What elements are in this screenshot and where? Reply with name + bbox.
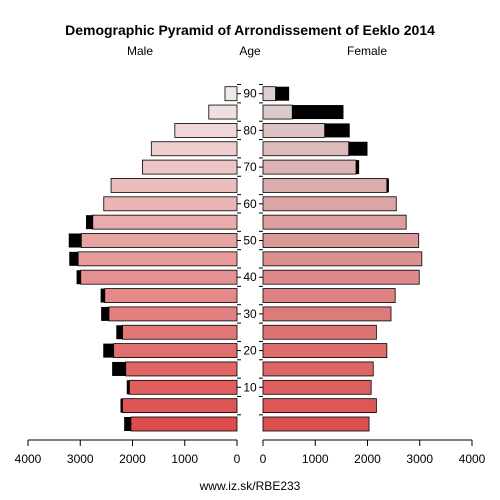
male-excess-55-59: [85, 215, 93, 230]
female-label: Female: [347, 44, 387, 58]
male-bar-15-19: [125, 361, 238, 377]
female-bar-50-54: [262, 233, 420, 248]
age-tick-30: 30: [243, 307, 257, 321]
age-tick-60: 60: [243, 197, 257, 211]
female-bar-10-14: [262, 379, 372, 395]
female-bar-30-34: [262, 306, 392, 322]
male-excess-20-24: [103, 343, 114, 358]
female-bar-20-24: [262, 343, 388, 359]
female-x-tick-label-4000: 4000: [459, 452, 486, 466]
male-bar-90+: [224, 86, 238, 102]
male-bar-45-49: [77, 251, 238, 267]
male-x-tick-label-0: 0: [234, 452, 241, 466]
male-x-tick-label-1000: 1000: [171, 452, 198, 466]
female-bar-0-4: [262, 416, 370, 432]
male-bar-55-59: [92, 214, 238, 230]
female-x-tick-label-0: 0: [260, 452, 267, 466]
male-x-tick-label-2000: 2000: [119, 452, 146, 466]
male-bar-10-14: [128, 379, 238, 395]
male-bar-40-44: [80, 269, 238, 285]
female-bar-85-89: [262, 104, 293, 120]
female-excess-85-89: [292, 105, 344, 120]
age-tick-90: 90: [243, 87, 257, 101]
female-bar-40-44: [262, 269, 420, 285]
footer-url: www.iz.sk/RBE233: [199, 479, 301, 493]
male-bar-0-4: [130, 416, 238, 432]
female-bar-15-19: [262, 361, 374, 377]
age-label: Age: [239, 44, 261, 58]
male-excess-0-4: [124, 417, 131, 431]
male-bar-70-74: [142, 159, 238, 175]
female-excess-80-84: [324, 123, 350, 138]
female-x-tick-label-1000: 1000: [302, 452, 329, 466]
chart-title: Demographic Pyramid of Arrondissement of…: [65, 22, 435, 38]
female-bar-25-29: [262, 324, 377, 340]
male-excess-15-19: [112, 361, 126, 376]
female-bar-65-69: [262, 178, 388, 193]
male-bar-20-24: [113, 343, 238, 359]
female-bar-75-79: [262, 141, 350, 157]
male-x-tick-label-4000: 4000: [15, 452, 42, 466]
female-bar-80-84: [262, 123, 326, 138]
female-bar-90+: [262, 86, 276, 102]
female-bar-70-74: [262, 159, 357, 175]
chart-marks: 10 20 30 40 50 60 70 80 90 4000 3000 2000 1000 0 0 1000…: [15, 84, 486, 466]
age-tick-80: 80: [243, 123, 257, 137]
male-bar-80-84: [174, 123, 238, 138]
female-excess-75-79: [348, 141, 368, 156]
female-bar-5-9: [262, 398, 377, 414]
male-bar-5-9: [122, 398, 238, 414]
male-bar-60-64: [103, 196, 238, 212]
female-x-tick-label-2000: 2000: [354, 452, 381, 466]
male-x-tick-label-3000: 3000: [67, 452, 94, 466]
age-tick-10: 10: [243, 380, 257, 394]
male-bar-65-69: [110, 178, 238, 193]
male-bar-75-79: [150, 141, 238, 157]
female-bar-35-39: [262, 288, 396, 303]
male-excess-45-49: [69, 251, 79, 266]
age-tick-70: 70: [243, 160, 257, 174]
female-bar-60-64: [262, 196, 397, 212]
age-tick-20: 20: [243, 344, 257, 358]
female-bar-45-49: [262, 251, 423, 267]
male-bar-25-29: [122, 324, 238, 340]
male-bar-30-34: [108, 306, 238, 322]
male-label: Male: [127, 44, 153, 58]
male-excess-40-44: [76, 270, 81, 285]
female-excess-90+: [275, 86, 290, 101]
male-excess-30-34: [101, 306, 109, 321]
male-excess-5-9: [120, 398, 123, 413]
age-tick-50: 50: [243, 234, 257, 248]
female-x-tick-label-3000: 3000: [406, 452, 433, 466]
male-excess-35-39: [100, 288, 105, 303]
female-excess-65-69: [386, 178, 389, 193]
male-excess-25-29: [116, 325, 123, 340]
male-bar-35-39: [104, 288, 238, 303]
male-bar-50-54: [80, 233, 238, 248]
female-excess-70-74: [356, 160, 360, 175]
male-bar-85-89: [208, 104, 238, 120]
age-tick-40: 40: [243, 270, 257, 284]
male-excess-10-14: [126, 380, 130, 395]
female-bar-55-59: [262, 214, 407, 230]
male-excess-50-54: [68, 233, 82, 248]
